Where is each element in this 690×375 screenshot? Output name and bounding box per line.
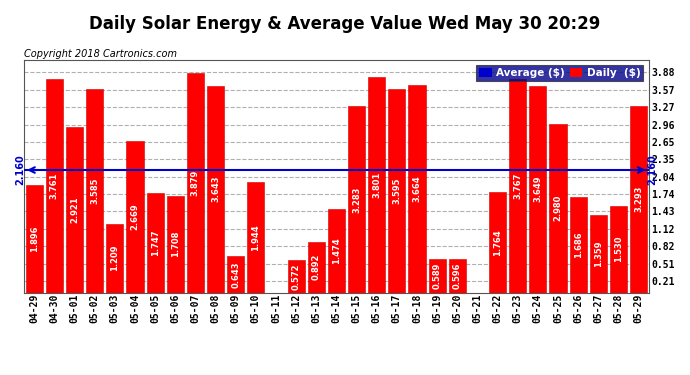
Bar <box>368 77 385 292</box>
Bar <box>569 197 586 292</box>
Bar <box>288 260 305 292</box>
Bar <box>408 85 426 292</box>
Bar <box>66 127 83 292</box>
Text: 2.980: 2.980 <box>553 195 562 221</box>
Bar <box>610 206 627 292</box>
Text: 1.209: 1.209 <box>110 245 119 272</box>
Bar <box>428 259 446 292</box>
Text: 1.686: 1.686 <box>573 231 582 258</box>
Bar <box>126 141 144 292</box>
Bar <box>167 196 184 292</box>
Legend: Average ($), Daily  ($): Average ($), Daily ($) <box>476 65 643 81</box>
Bar <box>46 79 63 292</box>
Text: 3.585: 3.585 <box>90 178 99 204</box>
Text: 1.530: 1.530 <box>614 236 623 262</box>
Bar <box>348 106 365 292</box>
Bar <box>549 123 566 292</box>
Bar <box>308 242 325 292</box>
Text: 0.596: 0.596 <box>453 262 462 289</box>
Text: 1.474: 1.474 <box>332 237 341 264</box>
Text: Daily Solar Energy & Average Value Wed May 30 20:29: Daily Solar Energy & Average Value Wed M… <box>89 15 601 33</box>
Text: 3.664: 3.664 <box>413 175 422 202</box>
Text: 3.801: 3.801 <box>372 171 381 198</box>
Text: 3.767: 3.767 <box>513 172 522 199</box>
Text: 1.944: 1.944 <box>251 224 260 251</box>
Text: 3.879: 3.879 <box>191 170 200 196</box>
Bar <box>529 86 546 292</box>
Text: 1.764: 1.764 <box>493 229 502 256</box>
Bar <box>328 209 345 292</box>
Text: 0.572: 0.572 <box>292 263 301 290</box>
Text: 3.283: 3.283 <box>352 186 361 213</box>
Bar <box>630 106 647 292</box>
Bar <box>187 72 204 292</box>
Text: 2.669: 2.669 <box>130 204 139 230</box>
Text: 1.747: 1.747 <box>150 230 159 256</box>
Text: 1.708: 1.708 <box>170 231 179 257</box>
Text: 3.643: 3.643 <box>211 176 220 203</box>
Bar <box>489 192 506 292</box>
Text: 0.589: 0.589 <box>433 262 442 289</box>
Text: 0.643: 0.643 <box>231 261 240 288</box>
Bar <box>86 89 104 292</box>
Bar <box>207 86 224 292</box>
Text: 2.921: 2.921 <box>70 196 79 223</box>
Bar <box>448 259 466 292</box>
Text: 3.595: 3.595 <box>393 177 402 204</box>
Bar <box>227 256 244 292</box>
Text: 2.160: 2.160 <box>648 154 658 185</box>
Bar <box>106 224 124 292</box>
Text: 1.359: 1.359 <box>593 241 603 267</box>
Text: 3.761: 3.761 <box>50 172 59 199</box>
Text: 0.892: 0.892 <box>312 254 321 280</box>
Bar <box>388 88 405 292</box>
Bar <box>26 185 43 292</box>
Text: 3.649: 3.649 <box>533 176 542 202</box>
Bar <box>146 194 164 292</box>
Bar <box>590 215 607 292</box>
Bar <box>509 79 526 292</box>
Text: 3.293: 3.293 <box>634 186 643 212</box>
Text: 1.896: 1.896 <box>30 225 39 252</box>
Text: Copyright 2018 Cartronics.com: Copyright 2018 Cartronics.com <box>24 49 177 59</box>
Text: 2.160: 2.160 <box>15 154 25 185</box>
Bar <box>247 182 264 292</box>
